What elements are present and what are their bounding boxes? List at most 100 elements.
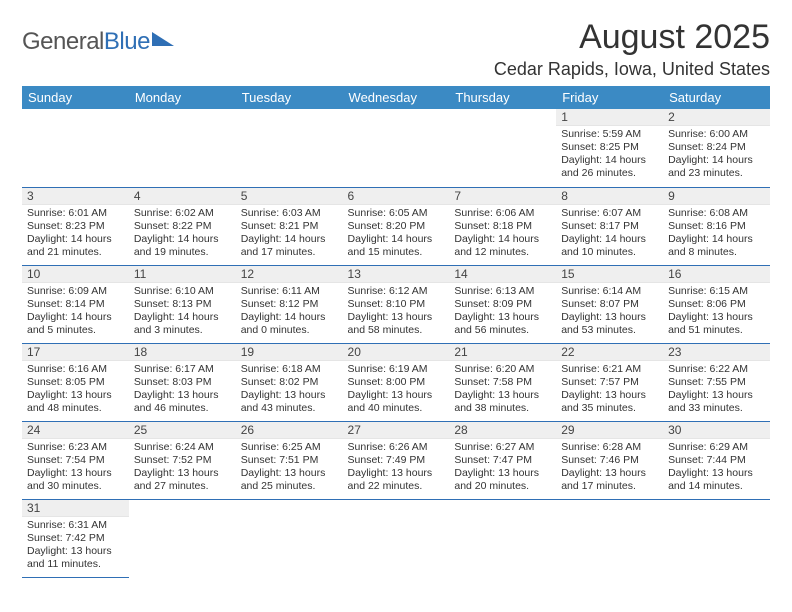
day-number: 29: [556, 422, 663, 439]
logo-word2: Blue: [104, 28, 150, 55]
month-title: August 2025: [494, 18, 770, 57]
day-details: Sunrise: 6:08 AMSunset: 8:16 PMDaylight:…: [663, 205, 770, 263]
calendar-cell-empty: [129, 499, 236, 577]
day-details: Sunrise: 6:17 AMSunset: 8:03 PMDaylight:…: [129, 361, 236, 419]
day-number: 20: [343, 344, 450, 361]
day-number: 12: [236, 266, 343, 283]
calendar-cell-empty: [236, 109, 343, 187]
logo-text: GeneralBlue: [22, 28, 150, 56]
calendar-cell: 12Sunrise: 6:11 AMSunset: 8:12 PMDayligh…: [236, 265, 343, 343]
day-details: Sunrise: 6:24 AMSunset: 7:52 PMDaylight:…: [129, 439, 236, 497]
calendar-cell: 5Sunrise: 6:03 AMSunset: 8:21 PMDaylight…: [236, 187, 343, 265]
day-number: 19: [236, 344, 343, 361]
day-number: 22: [556, 344, 663, 361]
day-details: Sunrise: 6:15 AMSunset: 8:06 PMDaylight:…: [663, 283, 770, 341]
day-number: 3: [22, 188, 129, 205]
calendar-cell: 17Sunrise: 6:16 AMSunset: 8:05 PMDayligh…: [22, 343, 129, 421]
day-number: 8: [556, 188, 663, 205]
calendar-cell: 7Sunrise: 6:06 AMSunset: 8:18 PMDaylight…: [449, 187, 556, 265]
day-details: Sunrise: 6:14 AMSunset: 8:07 PMDaylight:…: [556, 283, 663, 341]
calendar-cell: 11Sunrise: 6:10 AMSunset: 8:13 PMDayligh…: [129, 265, 236, 343]
day-details: Sunrise: 6:03 AMSunset: 8:21 PMDaylight:…: [236, 205, 343, 263]
day-details: Sunrise: 6:21 AMSunset: 7:57 PMDaylight:…: [556, 361, 663, 419]
day-number: 16: [663, 266, 770, 283]
day-details: Sunrise: 6:22 AMSunset: 7:55 PMDaylight:…: [663, 361, 770, 419]
day-number: 9: [663, 188, 770, 205]
day-details: Sunrise: 6:00 AMSunset: 8:24 PMDaylight:…: [663, 126, 770, 184]
calendar-cell-empty: [449, 109, 556, 187]
calendar-cell-empty: [129, 109, 236, 187]
calendar-cell-empty: [663, 499, 770, 577]
day-number: 30: [663, 422, 770, 439]
calendar-row: 3Sunrise: 6:01 AMSunset: 8:23 PMDaylight…: [22, 187, 770, 265]
calendar-cell: 6Sunrise: 6:05 AMSunset: 8:20 PMDaylight…: [343, 187, 450, 265]
calendar-cell: 29Sunrise: 6:28 AMSunset: 7:46 PMDayligh…: [556, 421, 663, 499]
calendar-cell: 8Sunrise: 6:07 AMSunset: 8:17 PMDaylight…: [556, 187, 663, 265]
day-details: Sunrise: 6:11 AMSunset: 8:12 PMDaylight:…: [236, 283, 343, 341]
day-details: Sunrise: 6:27 AMSunset: 7:47 PMDaylight:…: [449, 439, 556, 497]
calendar-table: SundayMondayTuesdayWednesdayThursdayFrid…: [22, 86, 770, 578]
header: GeneralBlue August 2025 Cedar Rapids, Io…: [22, 18, 770, 80]
calendar-cell: 19Sunrise: 6:18 AMSunset: 8:02 PMDayligh…: [236, 343, 343, 421]
day-number: 17: [22, 344, 129, 361]
day-number: 31: [22, 500, 129, 517]
calendar-cell: 22Sunrise: 6:21 AMSunset: 7:57 PMDayligh…: [556, 343, 663, 421]
calendar-body: 1Sunrise: 5:59 AMSunset: 8:25 PMDaylight…: [22, 109, 770, 577]
calendar-cell: 13Sunrise: 6:12 AMSunset: 8:10 PMDayligh…: [343, 265, 450, 343]
day-number: 14: [449, 266, 556, 283]
weekday-row: SundayMondayTuesdayWednesdayThursdayFrid…: [22, 86, 770, 109]
day-details: Sunrise: 6:05 AMSunset: 8:20 PMDaylight:…: [343, 205, 450, 263]
day-details: Sunrise: 6:19 AMSunset: 8:00 PMDaylight:…: [343, 361, 450, 419]
day-number: 18: [129, 344, 236, 361]
calendar-cell-empty: [22, 109, 129, 187]
day-details: Sunrise: 6:02 AMSunset: 8:22 PMDaylight:…: [129, 205, 236, 263]
calendar-cell-empty: [343, 109, 450, 187]
day-number: 15: [556, 266, 663, 283]
day-details: Sunrise: 6:16 AMSunset: 8:05 PMDaylight:…: [22, 361, 129, 419]
calendar-cell-empty: [343, 499, 450, 577]
calendar-cell: 15Sunrise: 6:14 AMSunset: 8:07 PMDayligh…: [556, 265, 663, 343]
day-details: Sunrise: 6:29 AMSunset: 7:44 PMDaylight:…: [663, 439, 770, 497]
calendar-cell: 28Sunrise: 6:27 AMSunset: 7:47 PMDayligh…: [449, 421, 556, 499]
day-number: 28: [449, 422, 556, 439]
day-number: 4: [129, 188, 236, 205]
day-details: Sunrise: 6:06 AMSunset: 8:18 PMDaylight:…: [449, 205, 556, 263]
day-number: 6: [343, 188, 450, 205]
logo: GeneralBlue: [22, 28, 174, 56]
day-number: 10: [22, 266, 129, 283]
calendar-cell: 26Sunrise: 6:25 AMSunset: 7:51 PMDayligh…: [236, 421, 343, 499]
day-details: Sunrise: 6:01 AMSunset: 8:23 PMDaylight:…: [22, 205, 129, 263]
calendar-cell-empty: [236, 499, 343, 577]
day-number: 11: [129, 266, 236, 283]
calendar-row: 24Sunrise: 6:23 AMSunset: 7:54 PMDayligh…: [22, 421, 770, 499]
calendar-cell: 14Sunrise: 6:13 AMSunset: 8:09 PMDayligh…: [449, 265, 556, 343]
day-details: Sunrise: 6:23 AMSunset: 7:54 PMDaylight:…: [22, 439, 129, 497]
calendar-cell: 4Sunrise: 6:02 AMSunset: 8:22 PMDaylight…: [129, 187, 236, 265]
day-number: 24: [22, 422, 129, 439]
day-number: 23: [663, 344, 770, 361]
calendar-cell: 23Sunrise: 6:22 AMSunset: 7:55 PMDayligh…: [663, 343, 770, 421]
day-number: 1: [556, 109, 663, 126]
calendar-cell: 18Sunrise: 6:17 AMSunset: 8:03 PMDayligh…: [129, 343, 236, 421]
calendar-cell: 27Sunrise: 6:26 AMSunset: 7:49 PMDayligh…: [343, 421, 450, 499]
logo-word1: General: [22, 28, 104, 55]
day-number: 25: [129, 422, 236, 439]
calendar-cell: 10Sunrise: 6:09 AMSunset: 8:14 PMDayligh…: [22, 265, 129, 343]
calendar-cell: 3Sunrise: 6:01 AMSunset: 8:23 PMDaylight…: [22, 187, 129, 265]
day-details: Sunrise: 6:09 AMSunset: 8:14 PMDaylight:…: [22, 283, 129, 341]
calendar-cell: 31Sunrise: 6:31 AMSunset: 7:42 PMDayligh…: [22, 499, 129, 577]
day-number: 7: [449, 188, 556, 205]
calendar-row: 10Sunrise: 6:09 AMSunset: 8:14 PMDayligh…: [22, 265, 770, 343]
calendar-row: 17Sunrise: 6:16 AMSunset: 8:05 PMDayligh…: [22, 343, 770, 421]
weekday-header: Friday: [556, 86, 663, 109]
calendar-cell: 16Sunrise: 6:15 AMSunset: 8:06 PMDayligh…: [663, 265, 770, 343]
weekday-header: Monday: [129, 86, 236, 109]
calendar-row: 1Sunrise: 5:59 AMSunset: 8:25 PMDaylight…: [22, 109, 770, 187]
day-details: Sunrise: 6:20 AMSunset: 7:58 PMDaylight:…: [449, 361, 556, 419]
calendar-cell: 30Sunrise: 6:29 AMSunset: 7:44 PMDayligh…: [663, 421, 770, 499]
calendar-cell: 20Sunrise: 6:19 AMSunset: 8:00 PMDayligh…: [343, 343, 450, 421]
day-details: Sunrise: 6:31 AMSunset: 7:42 PMDaylight:…: [22, 517, 129, 575]
day-number: 2: [663, 109, 770, 126]
weekday-header: Wednesday: [343, 86, 450, 109]
day-number: 13: [343, 266, 450, 283]
